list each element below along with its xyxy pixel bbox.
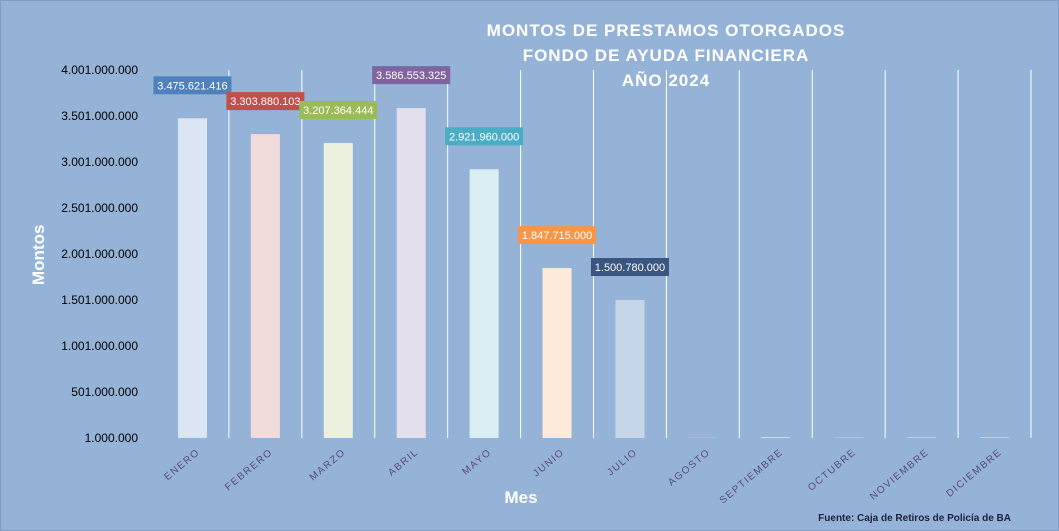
- data-label: 3.303.880.103: [230, 96, 300, 108]
- bar: [250, 134, 280, 439]
- y-tick-label: 1.001.000.000: [61, 339, 138, 353]
- x-tick-label: OCTUBRE: [806, 447, 859, 494]
- x-tick-label: NOVIEMBRE: [868, 447, 931, 503]
- y-tick-label: 1.000.000: [85, 431, 139, 445]
- y-tick-label: 3.001.000.000: [61, 155, 138, 169]
- chart-title-line-1: MONTOS DE PRESTAMOS OTORGADOS: [486, 21, 846, 40]
- source-note: Fuente: Caja de Retiros de Policía de BA: [818, 513, 1011, 524]
- data-label-box: [518, 226, 597, 245]
- bar: [615, 300, 645, 438]
- x-tick-label: JULIO: [605, 447, 640, 478]
- bar: [542, 268, 572, 438]
- bar: [761, 437, 791, 438]
- x-tick-label: ENERO: [162, 447, 202, 483]
- x-tick-label: MARZO: [308, 447, 348, 483]
- data-label: 1.847.715.000: [522, 230, 592, 242]
- data-label-box: [445, 127, 524, 146]
- data-label: 1.500.780.000: [595, 262, 665, 274]
- data-label-box: [372, 66, 451, 85]
- data-label-box: [590, 258, 669, 277]
- y-tick-label: 2.001.000.000: [61, 247, 138, 261]
- bar: [688, 437, 718, 438]
- x-tick-label: FEBRERO: [223, 447, 275, 493]
- bar: [177, 118, 207, 438]
- y-axis-title: Montos: [29, 224, 48, 285]
- data-label-box: [153, 76, 232, 95]
- x-tick-label: DICIEMBRE: [944, 447, 1004, 500]
- bar: [323, 143, 353, 438]
- bar: [469, 169, 499, 439]
- x-axis-title: Mes: [504, 488, 538, 507]
- bar: [980, 437, 1010, 438]
- data-label: 3.475.621.416: [157, 80, 227, 92]
- y-tick-label: 3.501.000.000: [61, 109, 138, 123]
- data-label: 2.921.960.000: [449, 131, 519, 143]
- chart-title-line-2: FONDO DE AYUDA FINANCIERA: [522, 46, 810, 65]
- y-tick-label: 4.001.000.000: [61, 63, 138, 77]
- x-tick-label: MAYO: [460, 447, 494, 478]
- data-label: 3.586.553.325: [376, 70, 446, 82]
- data-label-box: [299, 101, 378, 120]
- chart-title-line-3: AÑO 2024: [621, 71, 711, 90]
- x-tick-label: ABRIL: [386, 447, 421, 479]
- y-tick-label: 2.501.000.000: [61, 201, 138, 215]
- bar: [396, 108, 426, 439]
- bar: [834, 437, 864, 438]
- data-label: 3.207.364.444: [303, 105, 373, 117]
- y-tick-label: 501.000.000: [71, 385, 138, 399]
- x-tick-label: JUNIO: [531, 447, 567, 480]
- x-tick-label: SEPTIEMBRE: [718, 447, 786, 507]
- data-label-box: [226, 92, 305, 111]
- y-tick-label: 1.501.000.000: [61, 293, 138, 307]
- bar: [907, 437, 937, 438]
- x-tick-label: AGOSTO: [666, 447, 713, 489]
